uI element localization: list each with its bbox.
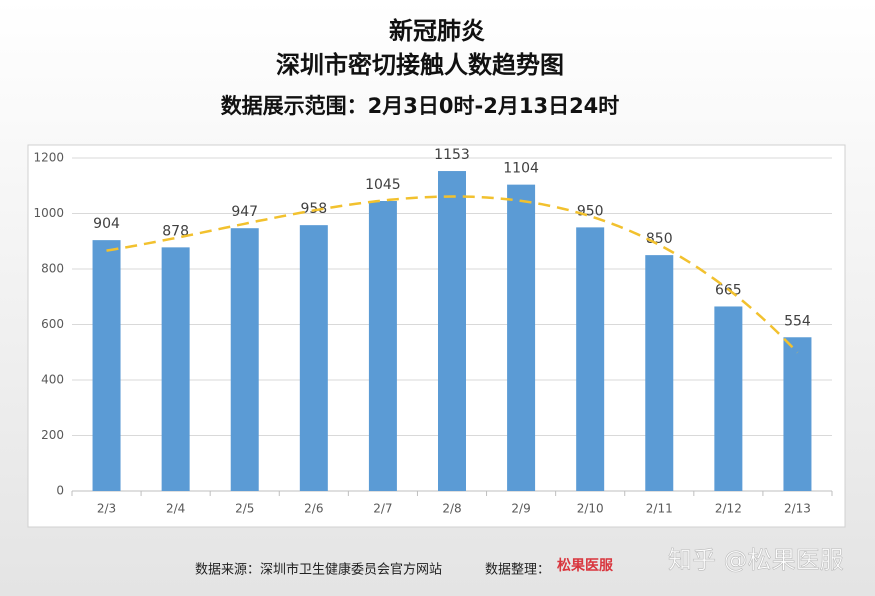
bar [507, 184, 536, 491]
y-tick-label: 200 [41, 428, 64, 442]
data-label: 1045 [365, 177, 401, 193]
bar [576, 227, 605, 491]
data-label: 850 [646, 231, 673, 247]
watermark: 知乎 @松果医服 [668, 546, 844, 574]
footer-source: 数据来源：深圳市卫生健康委员会官方网站 [195, 562, 442, 578]
x-tick-label: 2/8 [442, 502, 461, 516]
x-tick-label: 2/12 [715, 502, 742, 516]
chart-title: 深圳市密切接触人数趋势图 [276, 51, 564, 79]
data-label: 1104 [503, 161, 539, 177]
data-label: 554 [784, 313, 811, 329]
bar [161, 247, 190, 491]
y-tick-label: 1200 [33, 151, 64, 165]
footer-compiled: 数据整理： [485, 563, 550, 578]
data-label: 950 [577, 203, 604, 219]
trendline [106, 195, 799, 354]
data-label: 1153 [434, 147, 470, 163]
x-tick-label: 2/9 [511, 502, 530, 516]
x-tick-label: 2/13 [784, 502, 811, 516]
x-tick-label: 2/6 [304, 502, 323, 516]
chart-title: 新冠肺炎 [389, 17, 485, 45]
bar [368, 201, 397, 491]
logo: 松果医服 [557, 557, 614, 574]
data-label: 878 [162, 223, 189, 239]
y-tick-label: 0 [56, 484, 64, 498]
bar [645, 255, 674, 491]
y-tick-label: 400 [41, 373, 64, 387]
bar [714, 306, 743, 491]
x-tick-label: 2/10 [577, 502, 604, 516]
y-tick-label: 800 [41, 262, 64, 276]
data-label: 947 [231, 204, 258, 220]
bar [299, 225, 328, 491]
data-label: 904 [93, 216, 120, 232]
bar [230, 228, 259, 491]
y-tick-label: 1000 [33, 206, 64, 220]
chart-subtitle: 数据展示范围：2月3日0时-2月13日24时 [221, 94, 620, 118]
bar [438, 171, 466, 492]
x-tick-label: 2/7 [373, 502, 392, 516]
y-tick-label: 600 [41, 317, 64, 331]
x-tick-label: 2/11 [646, 502, 673, 516]
x-tick-label: 2/3 [97, 502, 116, 516]
bar [92, 240, 121, 491]
x-tick-label: 2/5 [235, 502, 254, 516]
x-tick-label: 2/4 [166, 502, 185, 516]
bar [783, 337, 812, 491]
